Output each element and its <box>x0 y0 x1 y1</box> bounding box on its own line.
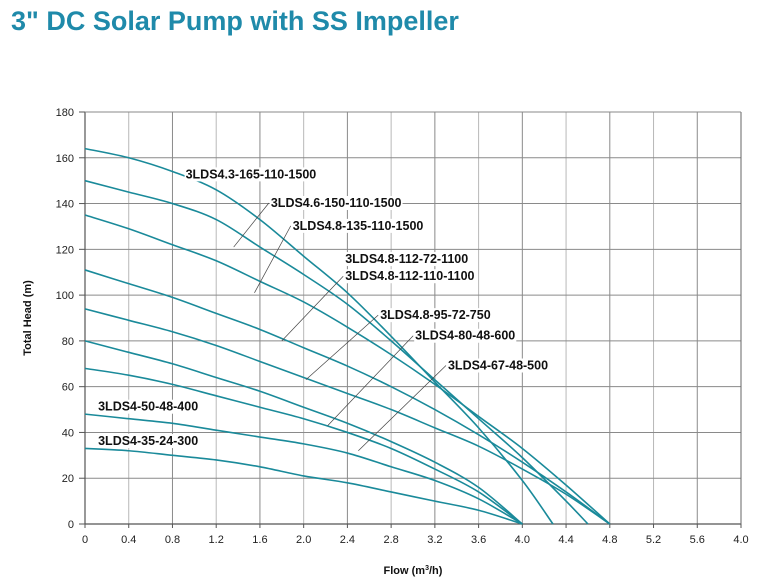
label-leader-line <box>233 202 270 248</box>
x-tick-label: 2.4 <box>340 534 355 546</box>
y-tick-label: 40 <box>62 427 74 439</box>
x-tick-label: 3.6 <box>471 534 486 546</box>
series-line-3lds4-80-48-600 <box>84 340 523 525</box>
curve-label: 3LDS4.8-95-72-750 <box>380 308 491 322</box>
x-tick-label: 1.2 <box>209 534 224 546</box>
series-line-3lds4_8-95-72-750 <box>84 308 611 525</box>
series-line-3lds4_8-112-110-1100 <box>84 269 611 525</box>
x-tick-label: 4.0 <box>733 534 748 546</box>
series-line-3lds4-50-48-400 <box>84 413 523 525</box>
curve-label: 3LDS4.6-150-110-1500 <box>271 196 402 210</box>
label-leader-line <box>358 365 447 452</box>
y-tick-label: 160 <box>56 153 74 165</box>
x-tick-label: 4.0 <box>515 534 530 546</box>
x-tick-label: 4.4 <box>558 534 573 546</box>
curve-label: 3LDS4.8-112-110-1100 <box>345 269 474 283</box>
x-tick-label: 2.0 <box>296 534 311 546</box>
label-leader-line <box>305 314 379 381</box>
y-tick-label: 120 <box>56 244 74 256</box>
curve-label: 3LDS4-35-24-300 <box>98 434 198 448</box>
curve-label-background <box>379 308 492 323</box>
x-axis-label: Flow (m3/h) <box>384 565 443 577</box>
x-axis-label-base: Flow (m <box>384 565 426 577</box>
curve-label-background <box>97 434 200 449</box>
series-line-3lds4_6-150-110-1500 <box>84 179 589 525</box>
y-tick-label: 140 <box>56 199 74 211</box>
label-leader-line <box>254 225 292 293</box>
series-line-3lds4_8-135-110-1500 <box>84 214 611 525</box>
page-title: 3" DC Solar Pump with SS Impeller <box>11 6 459 36</box>
y-tick-label: 60 <box>62 382 74 394</box>
curve-label-background <box>291 218 425 233</box>
x-axis-label-superscript: 3 <box>425 565 429 572</box>
y-tick-label: 100 <box>56 290 74 302</box>
curve-label: 3LDS4.8-112-72-1100 <box>345 252 468 266</box>
curve-label-background <box>97 399 200 414</box>
curve-label-background <box>184 167 318 182</box>
x-tick-label: 0 <box>82 534 88 546</box>
curve-label-background <box>446 358 550 373</box>
y-axis-label: Total Head (m) <box>22 280 34 356</box>
y-tick-label: 0 <box>68 519 74 531</box>
curve-label: 3LDS4-67-48-500 <box>448 359 548 373</box>
x-tick-label: 1.6 <box>252 534 267 546</box>
series-lines <box>84 147 611 525</box>
label-leader-lines <box>233 202 447 452</box>
x-tick-label: 0.4 <box>121 534 136 546</box>
label-leader-line <box>281 275 344 342</box>
curve-label: 3LDS4.3-165-110-1500 <box>186 167 317 181</box>
y-tick-label: 80 <box>62 336 74 348</box>
series-line-3lds4-35-24-300 <box>84 447 523 525</box>
curve-label-background <box>344 252 470 267</box>
curve-label: 3LDS4-80-48-600 <box>415 329 515 343</box>
x-tick-label: 0.8 <box>165 534 180 546</box>
x-tick-label: 5.6 <box>690 534 705 546</box>
curve-label: 3LDS4-50-48-400 <box>98 400 198 414</box>
y-tick-label: 180 <box>56 107 74 119</box>
curve-label-background <box>414 328 517 343</box>
y-axis-ticks: 0 20 40 60 80 100 120 140 160 180 <box>56 107 85 531</box>
y-tick-label: 20 <box>62 473 74 485</box>
series-line-3lds4-67-48-500 <box>84 367 523 525</box>
label-leader-line <box>327 335 414 426</box>
x-tick-label: 5.2 <box>646 534 661 546</box>
curve-label-background <box>344 269 476 284</box>
x-axis-label-end: /h) <box>429 565 443 577</box>
series-line-3lds4_3-165-110-1500 <box>84 147 554 525</box>
curve-label: 3LDS4.8-135-110-1500 <box>293 219 424 233</box>
x-tick-label: 3.2 <box>427 534 442 546</box>
x-axis-ticks: 0 0.4 0.8 1.2 1.6 2.0 2.4 2.8 3.2 3.6 4.0 4.4 4.8 5.2… <box>82 524 749 546</box>
x-tick-label: 2.8 <box>383 534 398 546</box>
x-tick-label: 4.8 <box>602 534 617 546</box>
curve-labels: 3LDS4.3-165-110-1500 3LDS4.6-150-110-1500… <box>97 167 550 449</box>
curve-label-background <box>269 195 403 210</box>
